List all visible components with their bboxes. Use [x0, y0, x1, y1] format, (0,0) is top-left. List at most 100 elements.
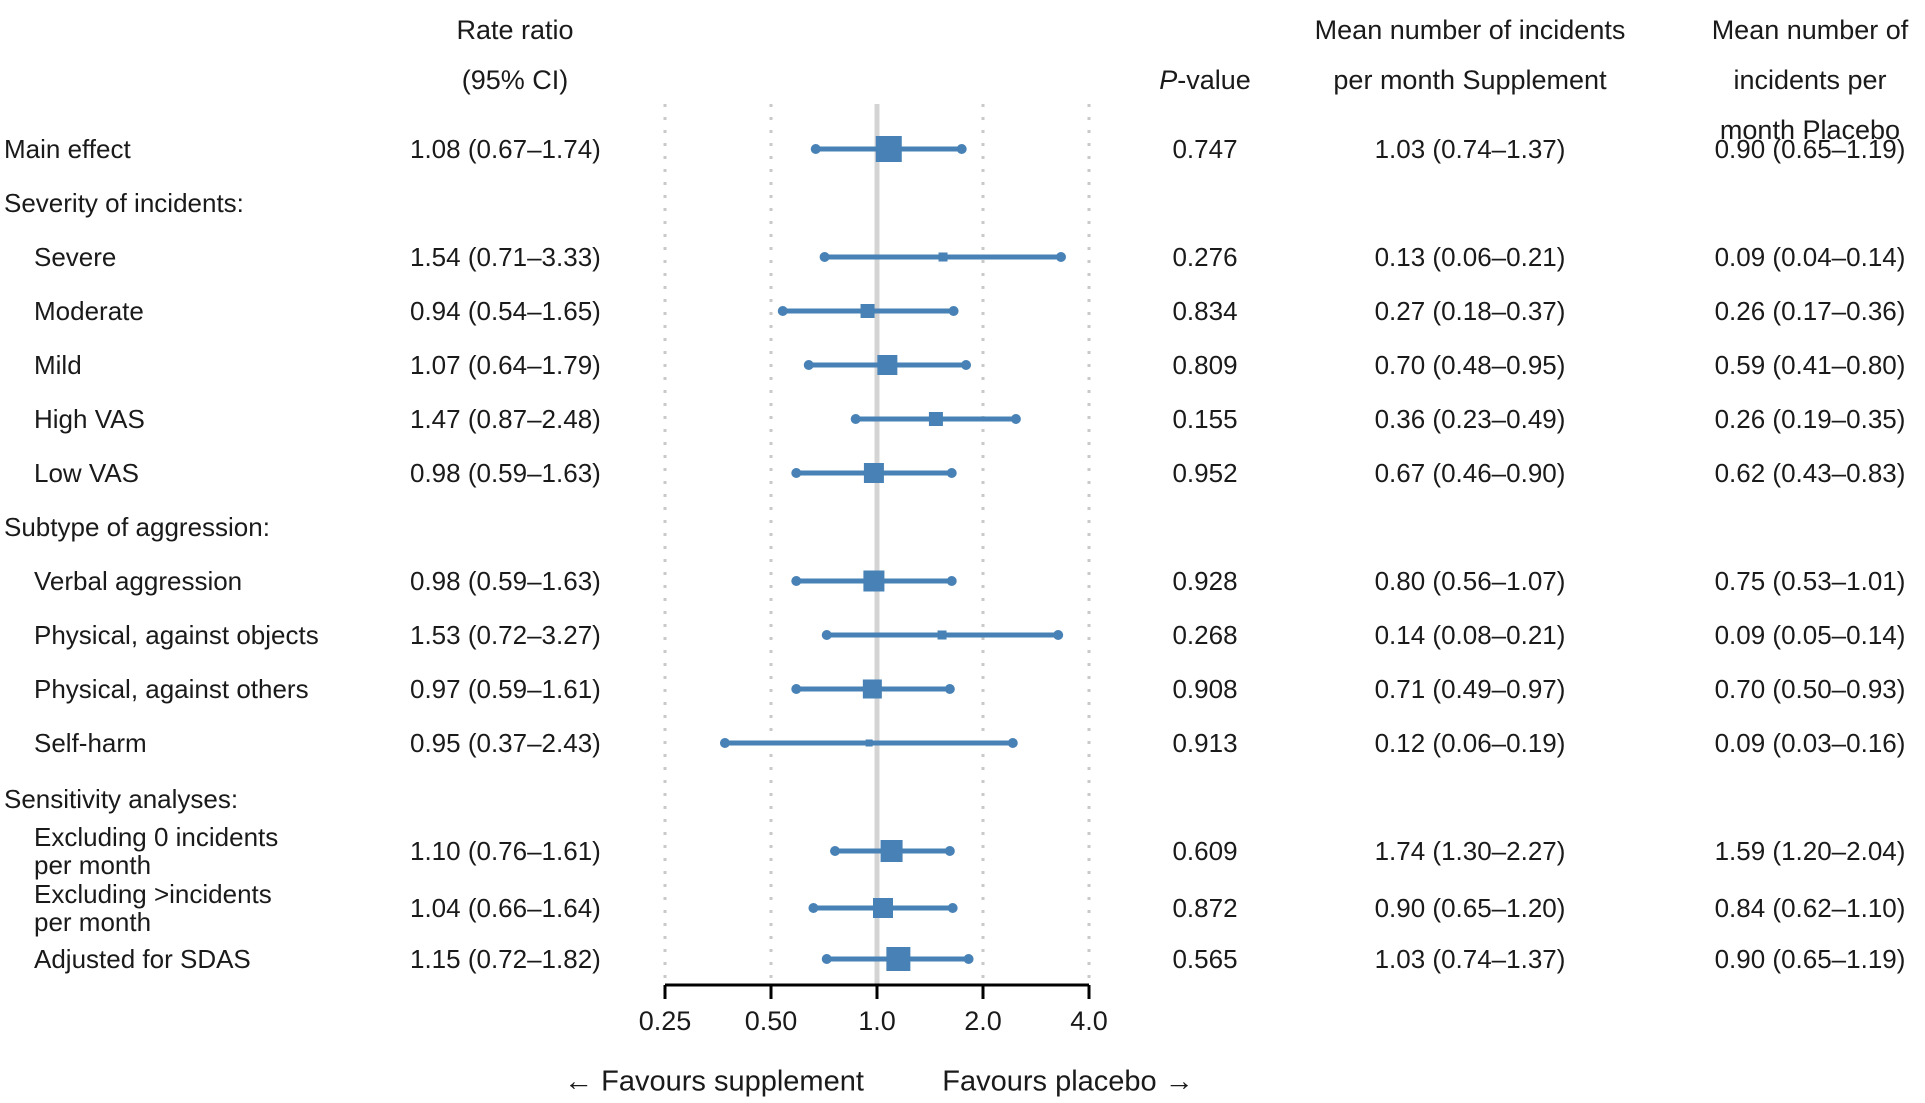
ci-lower-cap: [791, 576, 802, 586]
rate-ratio-value: 1.15 (0.72–1.82): [410, 944, 601, 974]
estimate-marker: [886, 947, 911, 971]
supplement-mean: 1.74 (1.30–2.27): [1374, 836, 1566, 866]
supplement-mean: 1.03 (0.74–1.37): [1374, 944, 1566, 974]
placebo-mean: 0.75 (0.53–1.01): [1714, 566, 1906, 596]
p-value: 0.747: [1172, 134, 1238, 164]
placebo-mean: 0.84 (0.62–1.10): [1714, 893, 1906, 923]
ci-lower-cap: [830, 846, 841, 856]
ci-lower-cap: [850, 414, 861, 424]
supplement-header-line: per month Supplement: [1333, 65, 1607, 95]
section-label: Sensitivity analyses:: [4, 784, 239, 814]
placebo-mean: 0.59 (0.41–0.80): [1714, 350, 1906, 380]
estimate-marker: [880, 840, 903, 862]
placebo-mean: 1.59 (1.20–2.04): [1714, 836, 1906, 866]
ci-upper-cap: [944, 846, 955, 856]
placebo-mean: 0.70 (0.50–0.93): [1714, 674, 1906, 704]
placebo-mean: 0.62 (0.43–0.83): [1714, 458, 1906, 488]
row-label: High VAS: [34, 404, 145, 434]
supplement-mean: 0.80 (0.56–1.07): [1374, 566, 1566, 596]
rate-ratio-header-line: (95% CI): [461, 65, 569, 95]
rate-ratio-value: 1.53 (0.72–3.27): [410, 620, 601, 650]
supplement-mean: 0.13 (0.06–0.21): [1374, 242, 1566, 272]
p-value: 0.276: [1172, 242, 1238, 272]
p-value-header-italic: P: [1159, 65, 1178, 95]
column-header-supplement: Mean number of incidents per month Supple…: [1315, 5, 1626, 105]
supplement-mean: 0.12 (0.06–0.19): [1374, 728, 1566, 758]
supplement-header-line: Mean number of incidents: [1314, 15, 1626, 45]
x-axis-tick-label: 2.0: [964, 1006, 1002, 1036]
ci-upper-cap: [944, 684, 955, 694]
p-value: 0.565: [1172, 944, 1238, 974]
ci-upper-cap: [946, 576, 957, 586]
rate-ratio-value: 1.04 (0.66–1.64): [410, 893, 601, 923]
rate-ratio-header-line: Rate ratio: [456, 15, 574, 45]
ci-upper-cap: [1010, 414, 1021, 424]
supplement-mean: 0.67 (0.46–0.90): [1374, 458, 1566, 488]
rate-ratio-value: 1.47 (0.87–2.48): [410, 404, 601, 434]
estimate-marker: [875, 136, 902, 162]
supplement-mean: 1.03 (0.74–1.37): [1374, 134, 1566, 164]
supplement-mean: 0.71 (0.49–0.97): [1374, 674, 1566, 704]
p-value: 0.155: [1172, 404, 1238, 434]
ci-upper-cap: [947, 903, 958, 913]
p-value: 0.609: [1172, 836, 1238, 866]
estimate-marker: [863, 463, 884, 483]
row-label: per month: [34, 850, 152, 880]
ci-lower-cap: [791, 468, 802, 478]
row-label: Verbal aggression: [34, 566, 243, 596]
p-value: 0.809: [1172, 350, 1238, 380]
placebo-mean: 0.09 (0.04–0.14): [1714, 242, 1906, 272]
x-axis-tick-label: 4.0: [1070, 1006, 1108, 1036]
supplement-mean: 0.27 (0.18–0.37): [1374, 296, 1566, 326]
ci-upper-cap: [956, 144, 967, 154]
placebo-mean: 0.90 (0.65–1.19): [1714, 944, 1906, 974]
estimate-marker: [865, 739, 873, 747]
row-label: Excluding 0 incidents: [34, 822, 279, 852]
estimate-marker: [937, 630, 947, 640]
rate-ratio-value: 0.94 (0.54–1.65): [410, 296, 601, 326]
column-header-placebo: Mean number of incidents per month Placebo: [1712, 5, 1909, 155]
column-header-p-value: P-value: [1159, 55, 1251, 105]
row-label: Main effect: [4, 134, 131, 164]
rate-ratio-value: 1.07 (0.64–1.79): [410, 350, 601, 380]
ci-lower-cap: [808, 903, 819, 913]
p-value: 0.268: [1172, 620, 1238, 650]
rate-ratio-value: 0.97 (0.59–1.61): [410, 674, 601, 704]
ci-upper-cap: [948, 306, 959, 316]
ci-lower-cap: [719, 738, 730, 748]
placebo-mean: 0.26 (0.17–0.36): [1714, 296, 1906, 326]
p-value: 0.872: [1172, 893, 1238, 923]
row-label: Moderate: [34, 296, 144, 326]
rate-ratio-value: 1.10 (0.76–1.61): [410, 836, 601, 866]
rate-ratio-value: 0.98 (0.59–1.63): [410, 458, 601, 488]
p-value: 0.928: [1172, 566, 1238, 596]
placebo-mean: 0.90 (0.65–1.19): [1714, 134, 1906, 164]
row-label: per month: [34, 907, 152, 937]
row-label: Severe: [34, 242, 117, 272]
estimate-marker: [938, 252, 948, 262]
ci-lower-cap: [821, 954, 832, 964]
ci-lower-cap: [803, 360, 814, 370]
rate-ratio-value: 1.08 (0.67–1.74): [410, 134, 601, 164]
p-value: 0.952: [1172, 458, 1238, 488]
ci-lower-cap: [777, 306, 788, 316]
ci-upper-cap: [963, 954, 974, 964]
placebo-header-line: month Placebo: [1719, 115, 1901, 145]
p-value: 0.908: [1172, 674, 1238, 704]
ci-lower-cap: [791, 684, 802, 694]
row-label: Low VAS: [34, 458, 140, 488]
placebo-mean: 0.09 (0.03–0.16): [1714, 728, 1906, 758]
placebo-mean: 0.26 (0.19–0.35): [1714, 404, 1906, 434]
x-axis-tick-label: 0.50: [745, 1006, 798, 1036]
ci-lower-cap: [819, 252, 830, 262]
rate-ratio-value: 0.98 (0.59–1.63): [410, 566, 601, 596]
row-label: Adjusted for SDAS: [34, 944, 251, 974]
supplement-mean: 0.70 (0.48–0.95): [1374, 350, 1566, 380]
section-label: Severity of incidents:: [4, 188, 244, 218]
p-value-header-rest: -value: [1177, 65, 1251, 95]
estimate-marker: [872, 898, 893, 918]
section-label: Subtype of aggression:: [4, 512, 270, 542]
supplement-mean: 0.90 (0.65–1.20): [1374, 893, 1566, 923]
